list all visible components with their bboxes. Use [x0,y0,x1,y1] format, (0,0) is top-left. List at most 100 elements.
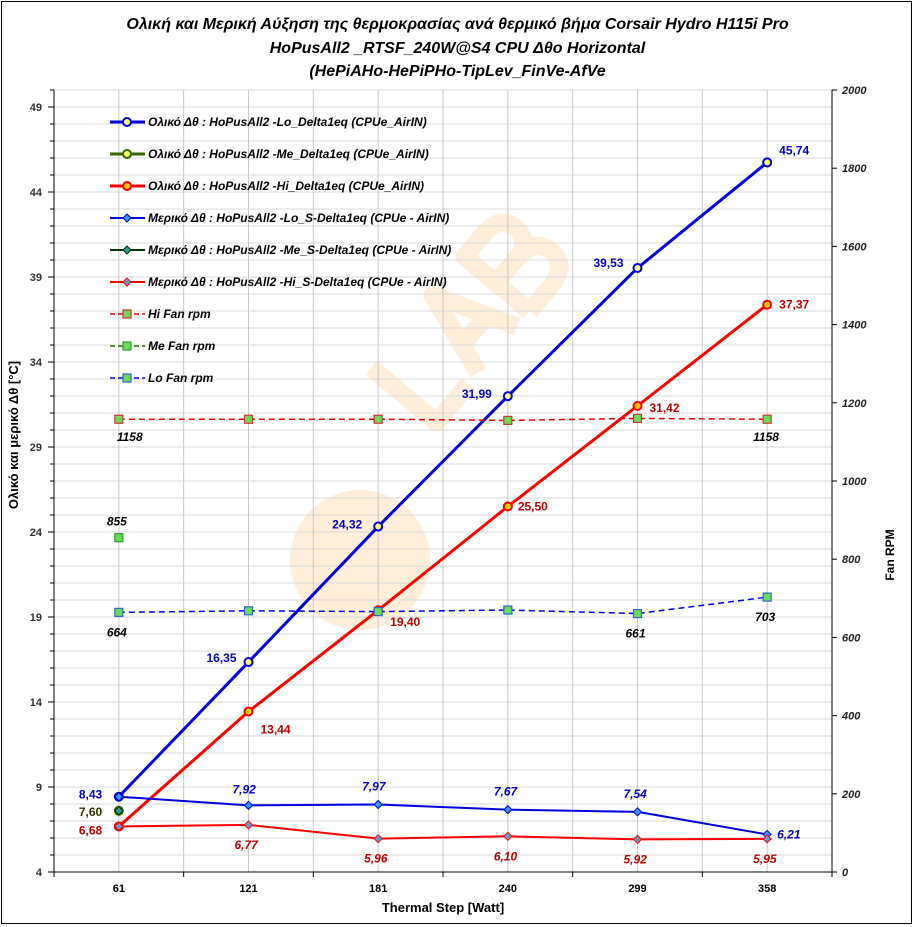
data-point-marker [243,706,254,717]
legend-marker [122,277,132,287]
legend-marker [122,117,132,127]
right-axis-tick-label: 1000 [842,476,867,488]
data-point-marker [503,415,513,425]
series-line [118,596,768,615]
data-point-marker [503,605,513,615]
legend-marker [122,245,132,255]
right-axis-tick-label: 200 [841,789,861,801]
series-5 [114,820,772,845]
series-line [118,823,768,841]
data-point-marker [114,414,124,424]
left-axis-tick-label: 4 [36,867,43,879]
data-label: 7,97 [362,780,387,794]
data-point-marker [632,608,643,619]
data-label: 1158 [117,430,143,444]
data-point-marker [502,501,513,512]
data-label: 7,67 [494,785,519,799]
data-point-marker [762,299,773,310]
right-axis-tick-label: 0 [842,867,849,879]
right-axis-tick-label: 1400 [842,320,867,332]
watermark-letter-a [423,285,520,378]
legend-label: Ολικό Δθ : HoPusAll2 -Me_Delta1eq (CPUe_… [148,147,429,161]
data-label: 6,68 [79,823,103,837]
data-label: 16,35 [207,651,237,665]
legend-entry: Ολικό Δθ : HoPusAll2 -Me_Delta1eq (CPUe_… [110,147,429,161]
chart-title-line-1: Ολική και Μερική Αύξηση της θερμοκρασίας… [126,16,789,33]
series-8 [114,592,772,619]
series-line [117,161,769,798]
legend-label: Ολικό Δθ : HoPusAll2 -Lo_Delta1eq (CPUe_… [148,115,427,129]
watermark-letter-l [365,360,476,432]
data-label: 7,92 [233,782,257,796]
legend-marker [122,373,132,383]
legend-marker [122,213,132,223]
chart-title-line-2: HoPusAll2 _RTSF_240W@S4 CPU Δθο Horizont… [269,40,646,57]
data-point-marker [373,521,384,532]
data-point-marker [243,606,254,616]
data-point-marker [243,414,254,424]
right-axis-tick-label: 400 [841,711,861,723]
left-axis-tick-label: 49 [30,102,42,114]
left-axis-tick-label: 24 [30,527,43,539]
x-axis-tick-label: 358 [758,883,776,895]
right-axis-tick-label: 1200 [842,398,867,410]
data-label: 6,10 [494,849,518,863]
legend-marker [122,341,132,351]
data-point-marker [503,804,513,815]
legend-label: Μερικό Δθ : HoPusAll2 -Hi_S-Delta1eq (CP… [148,275,447,289]
legend-entry: Μερικό Δθ : HoPusAll2 -Me_S-Delta1eq (CP… [110,243,451,257]
right-axis-tick-label: 600 [842,632,861,644]
legend-label: Μερικό Δθ : HoPusAll2 -Lo_S-Delta1eq (CP… [148,211,449,225]
series-6 [114,413,772,425]
data-label: 1158 [753,430,779,444]
data-point-marker [243,657,254,668]
data-point-marker [762,414,772,424]
data-point-marker [373,606,383,617]
legend-label: Hi Fan rpm [148,307,211,321]
data-label: 7,54 [624,787,648,801]
data-point-marker [114,607,124,617]
x-axis-tick-label: 61 [113,883,125,895]
data-point-marker [243,820,254,830]
right-axis-tick-label: 1800 [842,163,867,175]
data-point-marker [632,807,643,817]
legend-entry: Ολικό Δθ : HoPusAll2 -Lo_Delta1eq (CPUe_… [110,115,427,129]
data-label: 6,21 [777,827,801,841]
x-axis-tick-label: 299 [628,883,646,895]
data-label: 13,44 [261,723,291,737]
data-label: 31,99 [462,387,492,401]
left-axis-tick-label: 14 [30,697,43,709]
data-point-marker [632,400,643,411]
data-point-marker [762,834,772,844]
data-label: 39,53 [594,256,624,270]
chart-title-line-3: (HePiAHo-HePiPHo-TipLev_FinVe-AfVe [309,63,606,80]
data-label: 6,77 [235,838,260,852]
data-label: 5,92 [624,852,648,866]
y2-axis-label: Fan RPM [883,529,897,580]
watermark-circle [290,490,430,630]
legend-label: Me Fan rpm [148,339,216,353]
data-label: 5,96 [364,852,388,866]
data-point-marker [243,800,254,811]
legend-entry: Me Fan rpm [110,339,216,353]
x-axis-label: Thermal Step [Watt] [382,900,504,915]
data-label: 5,95 [753,852,777,866]
legend-entry: Lo Fan rpm [110,371,214,385]
right-axis-tick-label: 1600 [842,241,867,253]
data-point-marker [373,833,383,844]
data-point-marker [114,806,124,816]
series-line [118,795,768,836]
x-axis-tick-label: 181 [369,883,387,895]
legend-label: Lo Fan rpm [148,371,214,385]
left-axis-tick-label: 9 [36,782,42,794]
right-axis-tick-label: 2000 [841,85,867,97]
legend-entry: Hi Fan rpm [110,307,211,321]
legend-marker [122,181,132,191]
legend-label: Μερικό Δθ : HoPusAll2 -Me_S-Delta1eq (CP… [148,243,451,257]
data-label: 45,74 [779,143,809,157]
series-7 [114,533,124,543]
data-label: 8,43 [79,788,103,802]
data-point-marker [502,391,513,402]
data-label: 7,60 [79,805,103,819]
